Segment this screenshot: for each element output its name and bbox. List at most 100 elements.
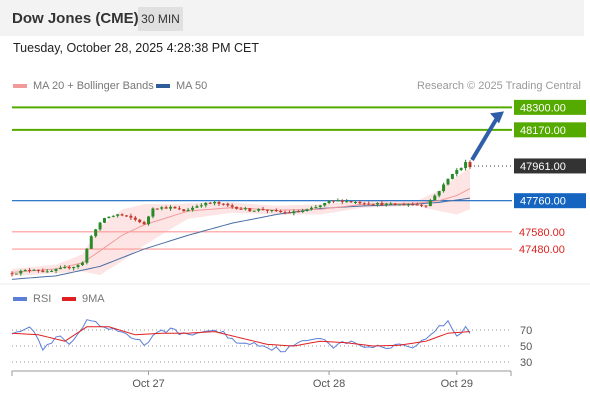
candle	[89, 236, 93, 249]
candle	[292, 211, 296, 214]
candle	[151, 208, 155, 217]
candle	[72, 266, 76, 269]
rsi-level-label-70: 70	[520, 325, 532, 337]
candle	[296, 211, 300, 213]
candle	[182, 209, 186, 212]
candle	[252, 210, 256, 212]
chart-datetime: Tuesday, October 28, 2025 4:28:38 PM CET	[13, 41, 259, 55]
candle	[19, 270, 23, 274]
candle	[67, 267, 71, 269]
forecast-arrow	[470, 115, 500, 161]
candle	[270, 210, 274, 212]
candle	[160, 207, 164, 209]
candle	[340, 200, 344, 202]
candle	[274, 210, 278, 212]
candle	[362, 203, 366, 205]
forecast-arrowhead	[490, 111, 504, 124]
current-price-tag	[514, 158, 586, 174]
candle	[398, 204, 402, 206]
candle	[208, 202, 212, 204]
candle	[155, 208, 159, 210]
candle	[239, 208, 243, 210]
candle	[345, 201, 349, 203]
legend-label-ma-bb: MA 20 + Bollinger Bands	[33, 80, 154, 92]
legend-ma-bb: MA 20 + Bollinger Bands	[13, 80, 154, 92]
legend-swatch-rsi	[13, 297, 27, 302]
legend-ma50: MA 50	[156, 80, 207, 92]
candle	[45, 271, 49, 273]
candle	[116, 214, 120, 216]
legend-swatch-rsi-ma	[62, 297, 76, 302]
candle	[437, 191, 441, 196]
candle	[450, 173, 454, 179]
candle	[248, 208, 252, 212]
candle	[349, 201, 353, 203]
candle	[367, 203, 371, 205]
timeframe-button[interactable]: 30 MIN	[138, 7, 183, 31]
level-label-47480: 47480.00	[519, 244, 565, 256]
legend-label-ma50: MA 50	[176, 80, 208, 92]
candle	[23, 269, 27, 271]
level-label-47580: 47580.00	[519, 227, 565, 239]
candle	[10, 273, 14, 275]
candle	[468, 162, 472, 168]
candle	[265, 209, 269, 211]
candle	[389, 203, 393, 205]
candle	[243, 208, 247, 210]
candle	[217, 201, 221, 204]
candle	[323, 203, 327, 206]
candle	[464, 162, 468, 169]
candle	[58, 267, 62, 270]
candle	[138, 219, 142, 223]
legend-label-rsi: RSI	[33, 293, 52, 305]
rsi-level-label-30: 30	[520, 357, 532, 369]
candle	[133, 217, 137, 220]
candle	[446, 178, 450, 185]
candle	[415, 204, 419, 206]
candle	[173, 206, 177, 209]
candle	[235, 206, 239, 209]
x-tick-label: Oct 28	[313, 378, 345, 390]
candle	[98, 222, 102, 230]
candle	[195, 206, 199, 208]
x-tick-label: Oct 29	[441, 378, 473, 390]
candle	[125, 215, 128, 217]
candle	[327, 200, 331, 204]
candle	[142, 222, 146, 225]
candle	[257, 209, 261, 211]
candle	[102, 218, 106, 223]
candle	[318, 205, 322, 208]
x-tick-label: Oct 27	[132, 378, 164, 390]
rsi-line	[11, 319, 471, 353]
candle	[283, 212, 287, 214]
candle	[230, 205, 234, 207]
candle	[169, 206, 173, 209]
candle	[80, 262, 84, 266]
candle	[428, 200, 432, 207]
level-tag-48300	[514, 99, 586, 115]
candle	[41, 270, 45, 272]
legend-rsi-ma: 9MA	[62, 293, 105, 305]
candle	[226, 203, 230, 206]
candle	[76, 265, 80, 267]
candle	[380, 203, 384, 206]
level-tag-48170	[514, 122, 586, 138]
candle	[36, 269, 40, 271]
candle	[376, 203, 380, 205]
candle	[402, 204, 406, 206]
current-price-label: 47961.00	[520, 161, 566, 173]
level-tag-47760	[514, 193, 586, 209]
candle	[459, 168, 463, 170]
candle	[221, 203, 225, 205]
candle	[305, 209, 309, 211]
candle	[384, 203, 388, 206]
candle	[94, 229, 98, 237]
level-label-48300: 48300.00	[520, 102, 566, 114]
candle	[32, 269, 36, 271]
candle	[279, 211, 283, 213]
candle	[186, 209, 190, 212]
legend-swatch-ma-bb	[13, 84, 27, 89]
candle	[354, 201, 357, 203]
candle	[213, 201, 217, 204]
legend-swatch-ma50	[156, 84, 170, 89]
